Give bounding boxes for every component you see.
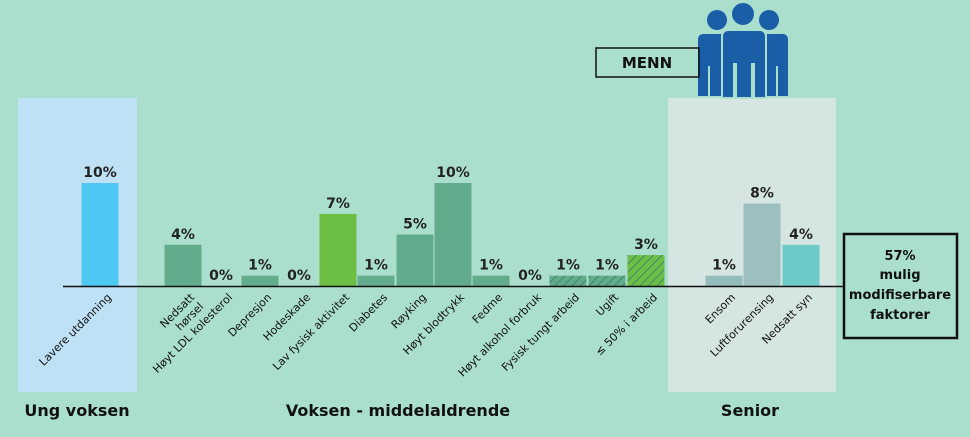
bar-lavere-utdanning [81,183,119,286]
group-background-ung-voksen [18,98,137,392]
bar-lav-fysisk-aktivitet [319,213,357,286]
menn-badge-label: MENN [622,54,672,72]
value-label-depresjon: 1% [248,258,272,274]
group-label-senior: Senior [721,401,779,420]
summary-line-1: 57% [884,249,915,264]
bar-hatch-50%-i-arbeid [627,255,665,286]
bar-røyking [396,234,434,286]
value-label-ugift: 1% [595,258,619,274]
value-label-hodeskade: 0% [287,268,311,284]
summary-line-4: faktorer [870,308,930,323]
bar-nedsatt-hørsel [164,244,202,286]
category-label-lav-fysisk-aktivitet: Lav fysisk aktivitet [270,290,352,372]
value-label-nedsatt-hørsel: 4% [171,227,195,243]
value-label-luftforurensing: 8% [750,186,774,202]
value-label-høyt-alkohol-forbruk: 0% [518,268,542,284]
people-group-icon [698,1,788,99]
bar-luftforurensing [743,203,781,286]
value-labels-layer: 10% 4% 0% 1% 0% 7% 1% 5% 10% 1% 0% 1% 1% 3% 1% 8% 4% [83,165,813,284]
bar-nedsatt-syn [782,244,820,286]
bar-ensom [705,275,743,286]
menn-badge-box [595,47,700,78]
category-label-diabetes: Diabetes [346,291,390,335]
bar-diabetes [357,275,395,286]
value-label-høyt-ldl-kolesterol: 0% [209,268,233,284]
group-label-ung-voksen: Ung voksen [24,401,129,420]
value-label-røyking: 5% [403,217,427,233]
summary-line-3: modifiserbare [849,288,951,303]
group-label-voksen-middelaldrende: Voksen - middelaldrende [286,401,510,420]
value-label-fedme: 1% [479,258,503,274]
value-label-fysisk-tungt-arbeid: 1% [556,258,580,274]
value-label-ensom: 1% [712,258,736,274]
value-label-diabetes: 1% [364,258,388,274]
category-label-fedme: Fedme [470,291,505,326]
bar-hatch-ugift [588,275,626,286]
value-label-høyt-blodtrykk: 10% [436,165,470,181]
value-label-lav-fysisk-aktivitet: 7% [326,196,350,212]
value-label-nedsatt-syn: 4% [789,227,813,243]
category-label-ugift: Ugift [593,290,621,318]
bar-høyt-blodtrykk [434,183,472,286]
bars-layer [81,183,820,286]
bar-depresjon [241,275,279,286]
value-label-lavere-utdanning: 10% [83,165,117,181]
bar-hatch-fysisk-tungt-arbeid [549,275,587,286]
value-label-50%-i-arbeid: 3% [634,237,658,253]
summary-box [842,232,959,340]
bar-fedme [472,275,510,286]
summary-line-2: mulig [879,268,920,283]
